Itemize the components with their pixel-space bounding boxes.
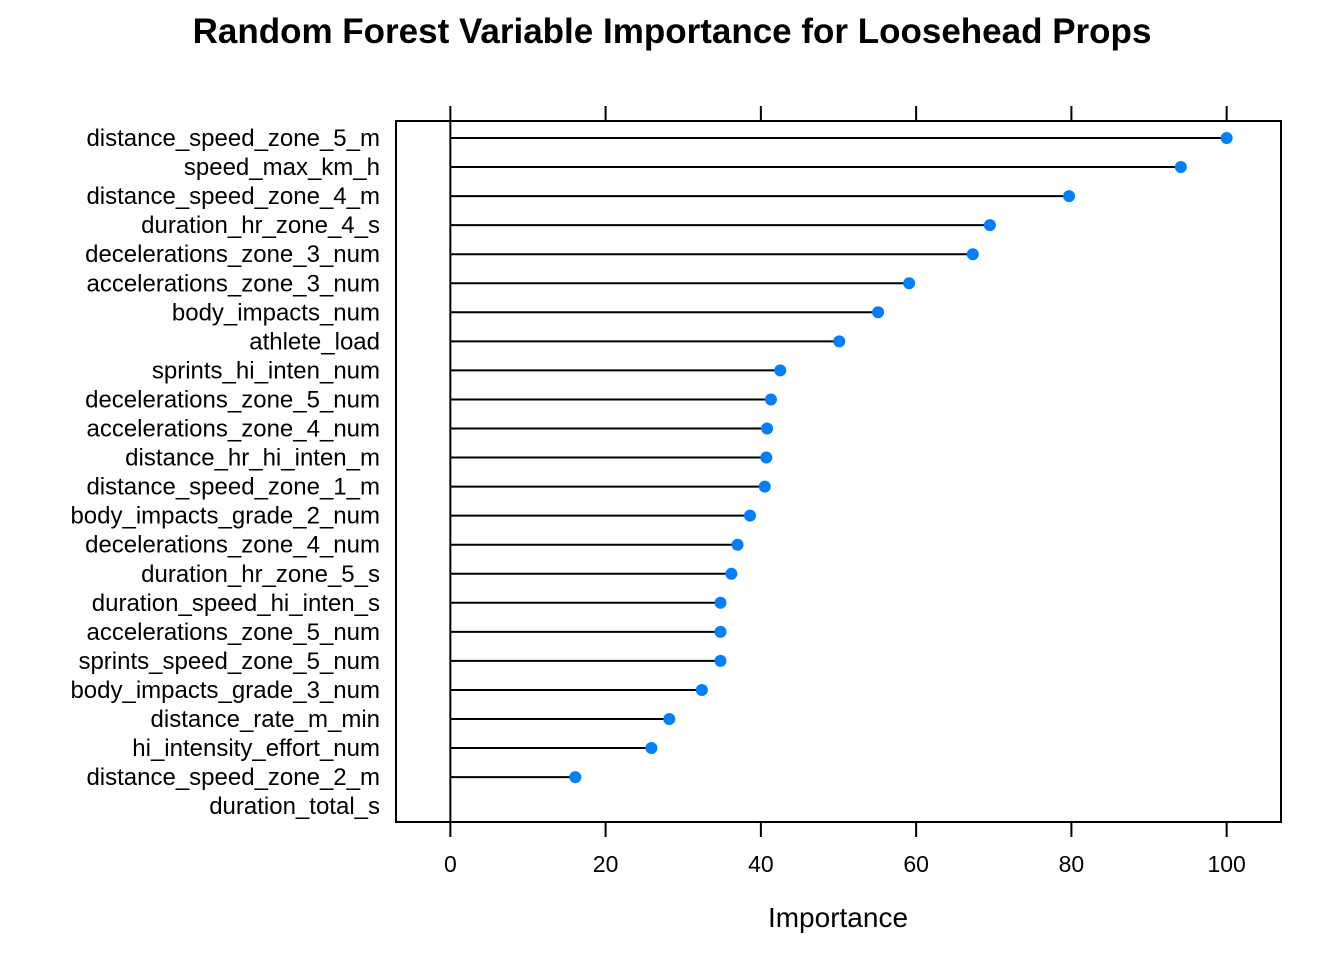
data-point bbox=[714, 596, 727, 609]
chart-title: Random Forest Variable Importance for Lo… bbox=[193, 12, 1152, 51]
data-point bbox=[744, 509, 756, 522]
data-point bbox=[1220, 132, 1233, 144]
data-point bbox=[758, 480, 771, 493]
x-axis-title: Importance bbox=[768, 902, 908, 933]
category-label: sprints_speed_zone_5_num bbox=[78, 648, 380, 675]
category-label: body_impacts_num bbox=[172, 299, 380, 326]
x-tick-label: 60 bbox=[903, 851, 929, 877]
category-label: duration_total_s bbox=[209, 793, 380, 820]
data-point bbox=[695, 683, 708, 696]
points bbox=[569, 132, 1233, 784]
data-point bbox=[983, 219, 996, 232]
category-label: decelerations_zone_4_num bbox=[85, 532, 380, 559]
data-point bbox=[1063, 190, 1076, 203]
category-label: distance_speed_zone_1_m bbox=[86, 474, 380, 501]
x-tick-label: 0 bbox=[444, 851, 457, 877]
data-point bbox=[725, 567, 738, 580]
top-axis-ticks bbox=[449, 106, 1228, 121]
data-point bbox=[903, 277, 916, 290]
data-point bbox=[714, 654, 727, 667]
data-point bbox=[569, 771, 582, 784]
category-label: accelerations_zone_4_num bbox=[86, 416, 380, 443]
category-label: distance_speed_zone_2_m bbox=[86, 764, 380, 791]
category-label: distance_speed_zone_4_m bbox=[86, 183, 380, 210]
data-point bbox=[966, 248, 979, 261]
data-point bbox=[1174, 161, 1187, 174]
category-label: athlete_load bbox=[249, 328, 380, 355]
x-tick-label: 80 bbox=[1059, 851, 1085, 877]
stems bbox=[450, 137, 1227, 779]
data-point bbox=[760, 451, 773, 464]
x-tick-label: 100 bbox=[1207, 851, 1245, 877]
data-point bbox=[774, 364, 787, 377]
bottom-axis: 0 20 40 60 80 100 bbox=[444, 822, 1246, 877]
category-label: duration_hr_zone_5_s bbox=[141, 561, 380, 588]
category-label: speed_max_km_h bbox=[184, 154, 380, 181]
data-point bbox=[833, 335, 846, 348]
data-point bbox=[645, 742, 658, 755]
category-label: distance_hr_hi_inten_m bbox=[125, 445, 380, 472]
category-label: decelerations_zone_5_num bbox=[85, 386, 380, 413]
category-label: duration_speed_hi_inten_s bbox=[92, 590, 380, 617]
category-label: hi_intensity_effort_num bbox=[132, 735, 380, 762]
category-label: distance_rate_m_min bbox=[151, 706, 380, 733]
category-label: sprints_hi_inten_num bbox=[152, 357, 380, 384]
data-point bbox=[764, 393, 777, 406]
x-tick-label: 20 bbox=[593, 851, 619, 877]
category-label: duration_hr_zone_4_s bbox=[141, 212, 380, 239]
data-point bbox=[761, 422, 774, 435]
category-label: body_impacts_grade_3_num bbox=[70, 677, 380, 704]
category-label: accelerations_zone_3_num bbox=[86, 270, 380, 297]
category-label: distance_speed_zone_5_m bbox=[86, 125, 380, 152]
data-point bbox=[663, 713, 676, 725]
x-tick-label: 40 bbox=[748, 851, 774, 877]
data-point bbox=[731, 538, 744, 551]
category-label: decelerations_zone_3_num bbox=[85, 241, 380, 268]
category-labels: distance_speed_zone_5_mspeed_max_km_hdis… bbox=[70, 125, 380, 820]
category-label: accelerations_zone_5_num bbox=[86, 619, 380, 646]
data-point bbox=[872, 306, 885, 319]
data-point bbox=[714, 625, 727, 638]
category-label: body_impacts_grade_2_num bbox=[70, 503, 380, 530]
plot-frame bbox=[395, 120, 1282, 823]
